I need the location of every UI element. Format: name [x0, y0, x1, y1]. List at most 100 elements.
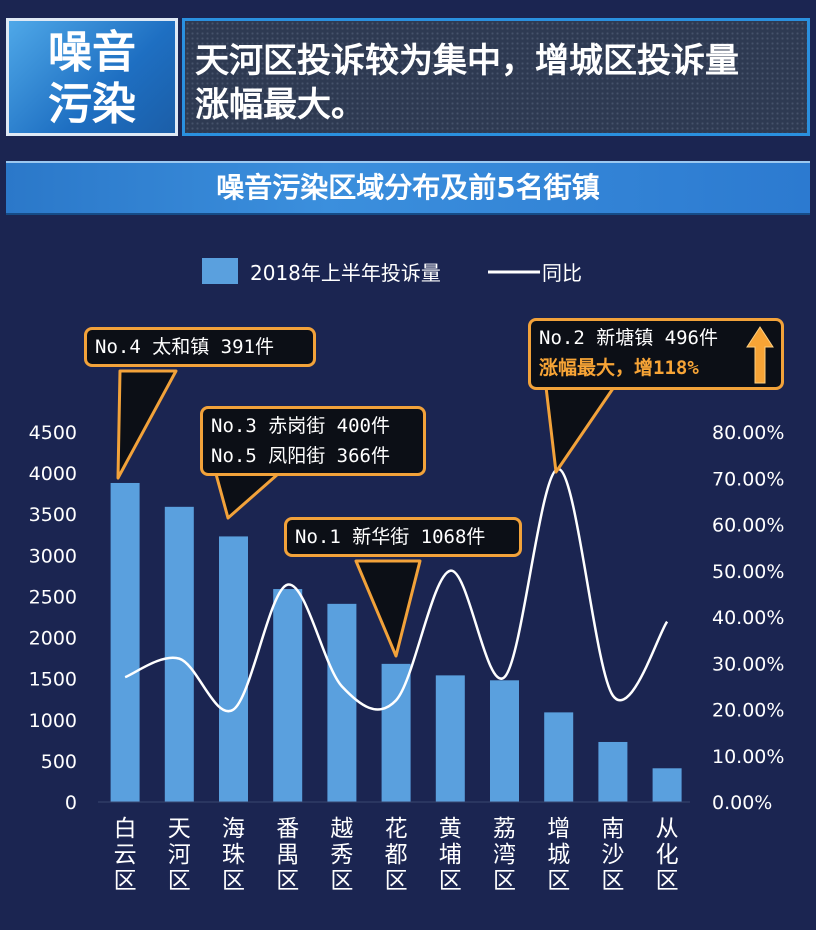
bar-0: [110, 482, 140, 802]
headline-line-2: 涨幅最大。: [195, 85, 365, 125]
svg-text:区: 区: [330, 868, 353, 894]
callout-haizhu: No.3 赤岗街 400件 No.5 凤阳街 366件: [200, 406, 426, 476]
svg-text:云: 云: [114, 842, 137, 868]
svg-text:河: 河: [168, 842, 191, 868]
right-tick-label: 40.00%: [712, 607, 784, 629]
callout-zengcheng-line-1: No.2 新塘镇 496件: [539, 327, 718, 349]
callout-pointers: [116, 369, 616, 658]
bar-10: [652, 768, 682, 802]
right-tick-label: 70.00%: [712, 468, 784, 490]
pointer-huadu: [354, 559, 422, 658]
callout-haizhu-line-2: No.5 凤阳街 366件: [211, 445, 390, 467]
callout-huadu: No.1 新华街 1068件: [284, 517, 522, 557]
category-label: 黄埔区: [439, 816, 462, 894]
left-tick-label: 3500: [29, 504, 77, 526]
svg-text:区: 区: [493, 868, 516, 894]
svg-text:荔: 荔: [493, 816, 516, 842]
category-label: 花都区: [385, 816, 408, 894]
left-tick-label: 4500: [29, 422, 77, 444]
tag-line-2: 污染: [48, 79, 136, 130]
svg-text:区: 区: [168, 868, 191, 894]
legend-line-label: 同比: [542, 261, 582, 285]
category-label: 增城区: [547, 816, 570, 894]
left-axis: 0 500 1000 1500 2000 2500 3000 3500 4000 4500: [29, 422, 77, 814]
svg-text:都: 都: [385, 842, 408, 868]
callout-baiyun: No.4 太和镇 391件: [84, 327, 316, 367]
category-label: 从化区: [656, 816, 679, 894]
left-tick-label: 2500: [29, 586, 77, 608]
right-tick-label: 80.00%: [712, 422, 784, 444]
left-tick-label: 3000: [29, 545, 77, 567]
callout-huadu-line-1: No.1 新华街 1068件: [295, 526, 486, 548]
svg-text:从: 从: [656, 816, 679, 842]
svg-text:番: 番: [276, 816, 299, 842]
left-tick-label: 500: [41, 751, 77, 773]
callout-zengcheng-line-2: 涨幅最大，增118%: [539, 357, 699, 379]
chart-title: 噪音污染区域分布及前5名街镇: [6, 161, 810, 215]
bar-3: [273, 589, 303, 802]
category-label: 天河区: [168, 816, 191, 894]
svg-text:区: 区: [601, 868, 624, 894]
bars-layer: [110, 482, 682, 802]
legend: 2018年上半年投诉量 同比: [202, 258, 582, 285]
category-label: 海珠区: [222, 816, 245, 894]
left-tick-label: 0: [65, 792, 77, 814]
pointer-baiyun: [116, 369, 178, 480]
callout-zengcheng: No.2 新塘镇 496件 涨幅最大，增118%: [528, 318, 784, 390]
line-layer: [124, 467, 669, 713]
category-label: 番禺区: [276, 816, 299, 894]
svg-text:区: 区: [114, 868, 137, 894]
right-axis: 0.00% 10.00% 20.00% 30.00% 40.00% 50.00% 60.00…: [712, 422, 784, 814]
up-arrow-icon: [746, 326, 774, 384]
svg-text:城: 城: [547, 842, 570, 868]
svg-text:区: 区: [385, 868, 408, 894]
section-tag: 噪音 污染: [6, 18, 178, 136]
svg-text:秀: 秀: [330, 842, 353, 868]
svg-text:越: 越: [330, 816, 353, 842]
yoy-line: [124, 467, 669, 713]
svg-text:禺: 禺: [276, 842, 299, 868]
svg-text:区: 区: [547, 868, 570, 894]
svg-text:白: 白: [114, 816, 137, 842]
svg-text:珠: 珠: [222, 842, 245, 868]
category-label: 荔湾区: [493, 816, 516, 894]
right-tick-label: 20.00%: [712, 700, 784, 722]
svg-text:天: 天: [168, 816, 191, 842]
bar-1: [164, 506, 194, 802]
svg-text:增: 增: [547, 816, 570, 842]
left-tick-label: 2000: [29, 628, 77, 650]
bar-5: [381, 663, 411, 802]
left-tick-label: 1000: [29, 710, 77, 732]
right-tick-label: 0.00%: [712, 792, 772, 814]
svg-text:化: 化: [656, 842, 679, 868]
svg-text:黄: 黄: [439, 816, 462, 842]
bar-8: [544, 712, 574, 802]
svg-text:区: 区: [439, 868, 462, 894]
category-label: 白云区: [114, 816, 137, 894]
svg-text:湾: 湾: [493, 842, 516, 868]
callout-haizhu-line-1: No.3 赤岗街 400件: [211, 415, 390, 437]
bar-4: [327, 603, 357, 802]
category-label: 越秀区: [330, 816, 353, 894]
svg-text:区: 区: [276, 868, 299, 894]
svg-text:南: 南: [601, 816, 624, 842]
headline-line-1: 天河区投诉较为集中，增城区投诉量: [195, 41, 739, 81]
right-tick-label: 10.00%: [712, 746, 784, 768]
legend-bar-swatch: [202, 258, 238, 284]
svg-text:海: 海: [222, 816, 245, 842]
bar-2: [219, 536, 248, 802]
callout-baiyun-line-1: No.4 太和镇 391件: [95, 336, 274, 358]
left-tick-label: 1500: [29, 669, 77, 691]
svg-text:花: 花: [385, 816, 408, 842]
svg-text:区: 区: [222, 868, 245, 894]
svg-text:区: 区: [656, 868, 679, 894]
tag-line-1: 噪音: [48, 27, 136, 78]
right-tick-label: 50.00%: [712, 561, 784, 583]
headline-box: 天河区投诉较为集中，增城区投诉量 涨幅最大。: [182, 18, 810, 136]
category-label: 南沙区: [601, 816, 624, 894]
legend-bar-label: 2018年上半年投诉量: [250, 261, 441, 285]
right-tick-label: 60.00%: [712, 515, 784, 537]
bar-7: [490, 680, 519, 802]
